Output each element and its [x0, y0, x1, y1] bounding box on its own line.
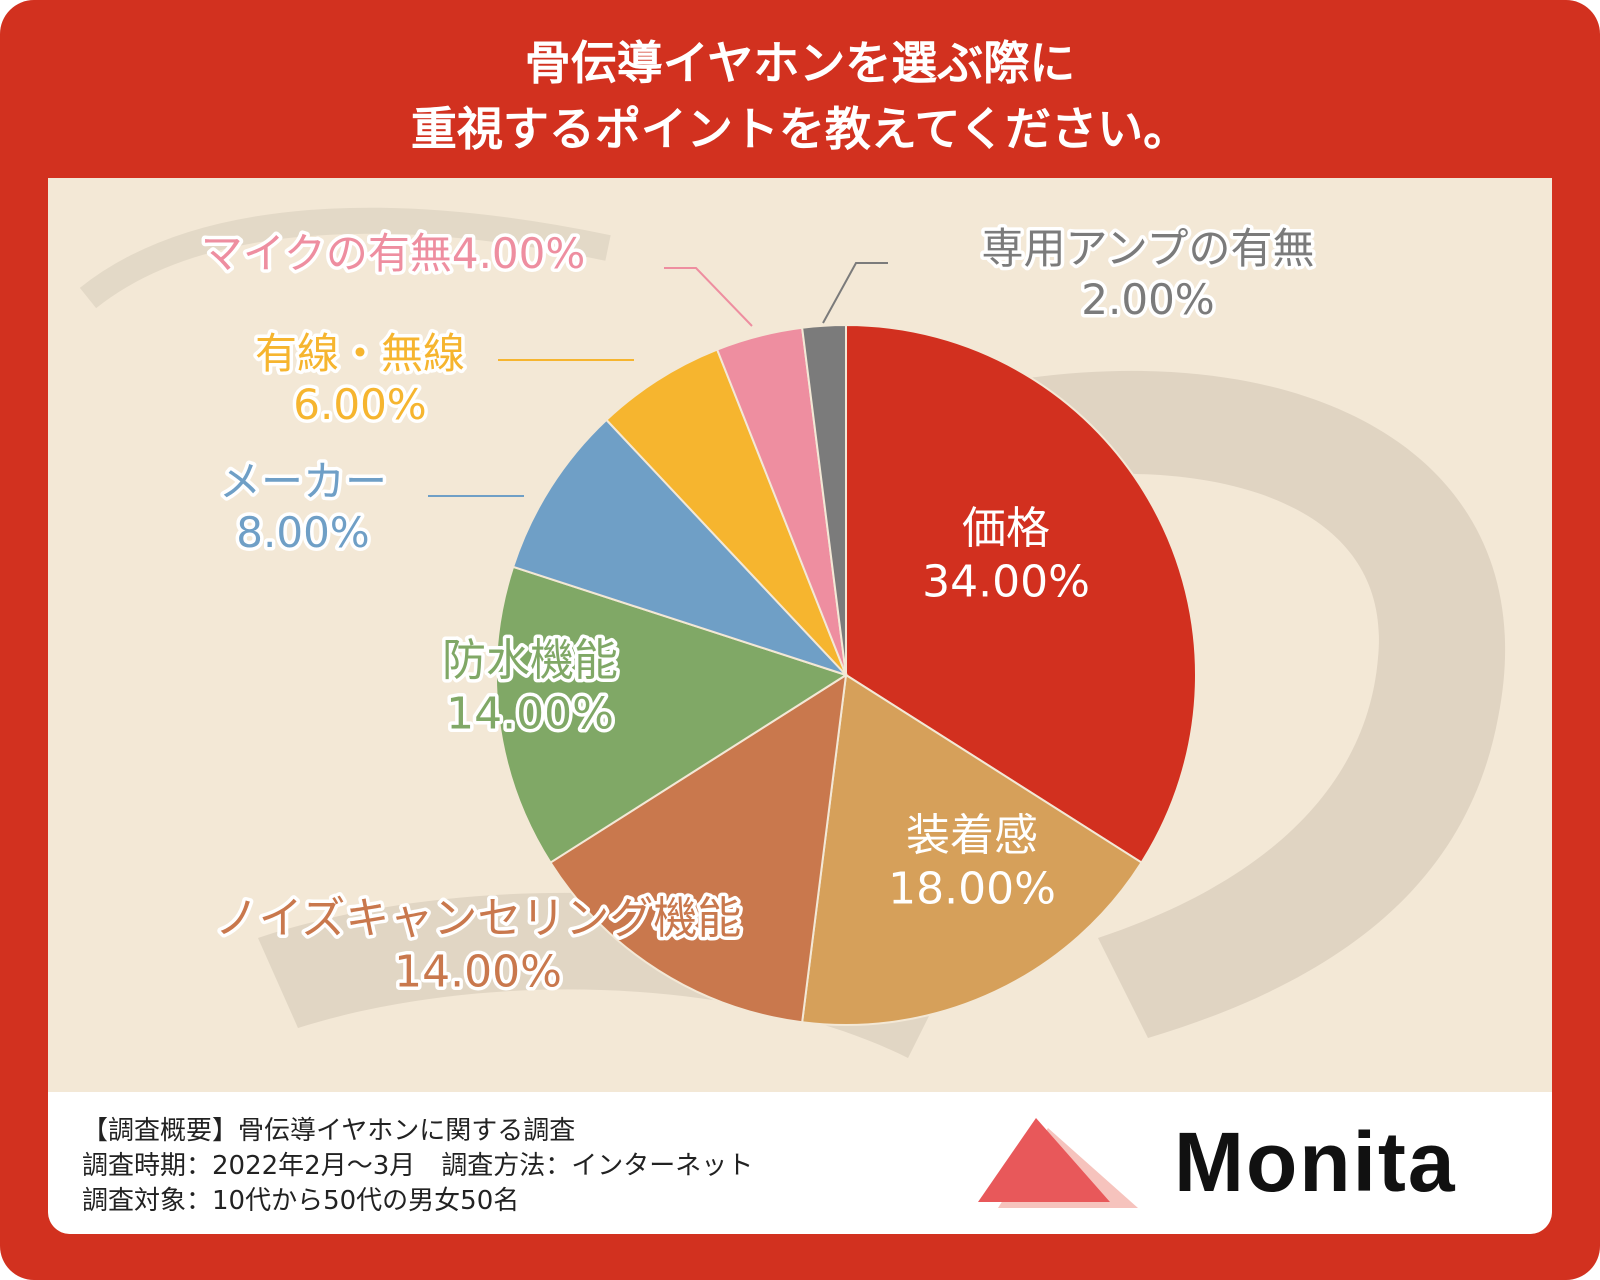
- slice-label: 有線・無線 6.00%: [255, 329, 465, 429]
- slice-name: 専用アンプの有無: [981, 224, 1314, 273]
- chart-panel: 価格 34.00% 装着感 18.00% ノイズキャンセリング機能 14.00% 防水機能 1…: [48, 178, 1552, 1234]
- footer: 【調査概要】骨伝導イヤホンに関する調査 調査時期：2022年2月～3月 調査方法…: [48, 1092, 1552, 1234]
- title-line-1: 骨伝導イヤホンを選ぶ際に: [524, 36, 1076, 90]
- slice-name: 装着感: [906, 810, 1038, 861]
- slice-name: 価格: [962, 503, 1050, 554]
- survey-line-1: 【調査概要】骨伝導イヤホンに関する調査: [82, 1116, 576, 1146]
- slice-label: 防水機能 14.00%: [442, 635, 618, 740]
- slice-label: マイクの有無4.00%: [201, 229, 586, 278]
- slice-label: 価格 34.00%: [922, 503, 1090, 608]
- slice-label: 装着感 18.00%: [888, 810, 1056, 915]
- title-line-2: 重視するポイントを教えてください。: [410, 102, 1190, 156]
- chart-title: 骨伝導イヤホンを選ぶ際に 重視するポイントを教えてください。: [0, 30, 1600, 162]
- leader-line: [822, 262, 888, 324]
- leader-lines: [428, 262, 888, 497]
- survey-line-2: 調査時期：2022年2月～3月 調査方法：インターネット: [82, 1151, 754, 1181]
- pie-slice: [495, 565, 849, 864]
- slice-name: ノイズキャンセリング機能: [215, 893, 742, 944]
- survey-summary: 【調査概要】骨伝導イヤホンに関する調査 調査時期：2022年2月～3月 調査方法…: [82, 1114, 753, 1219]
- slice-label: 専用アンプの有無 2.00%: [981, 224, 1314, 324]
- slice-name: 有線・無線: [255, 329, 465, 378]
- slice-value: 8.00%: [236, 508, 369, 557]
- pie-slice: [604, 348, 847, 676]
- leader-line: [664, 267, 753, 327]
- logo-text: Monita: [1174, 1115, 1457, 1209]
- slice-value: 18.00%: [888, 864, 1056, 915]
- slice-value: 34.00%: [922, 557, 1090, 608]
- pie-slice: [801, 673, 1143, 1026]
- slice-value: 2.00%: [1081, 275, 1214, 324]
- slice-name: マイクの有無: [201, 229, 452, 278]
- pie-slice: [801, 323, 847, 676]
- pie-slices: [495, 323, 1197, 1026]
- pie-slice: [845, 323, 1197, 864]
- pie-chart: 価格 34.00%装着感 18.00%ノイズキャンセリング機能 14.00%防水機能 1…: [79, 207, 1506, 1058]
- pie-slice: [549, 673, 848, 1024]
- slice-value: 14.00%: [446, 689, 614, 740]
- pie-slice: [511, 418, 847, 676]
- slice-name: 防水機能: [442, 635, 618, 686]
- logo-triangle-icon: [978, 1118, 1138, 1208]
- monita-logo: Monita: [978, 1110, 1538, 1220]
- survey-line-3: 調査対象：10代から50代の男女50名: [82, 1186, 520, 1216]
- slice-label: ノイズキャンセリング機能 14.00%: [215, 893, 742, 998]
- slice-value: 14.00%: [394, 947, 562, 998]
- slice-value: 4.00%: [452, 229, 585, 278]
- slice-name: メーカー: [219, 457, 387, 506]
- slice-labels: 価格 34.00%装着感 18.00%ノイズキャンセリング機能 14.00%防水機能 1…: [197, 221, 1318, 1002]
- slice-label: メーカー 8.00%: [219, 457, 387, 557]
- slice-value: 6.00%: [293, 380, 426, 429]
